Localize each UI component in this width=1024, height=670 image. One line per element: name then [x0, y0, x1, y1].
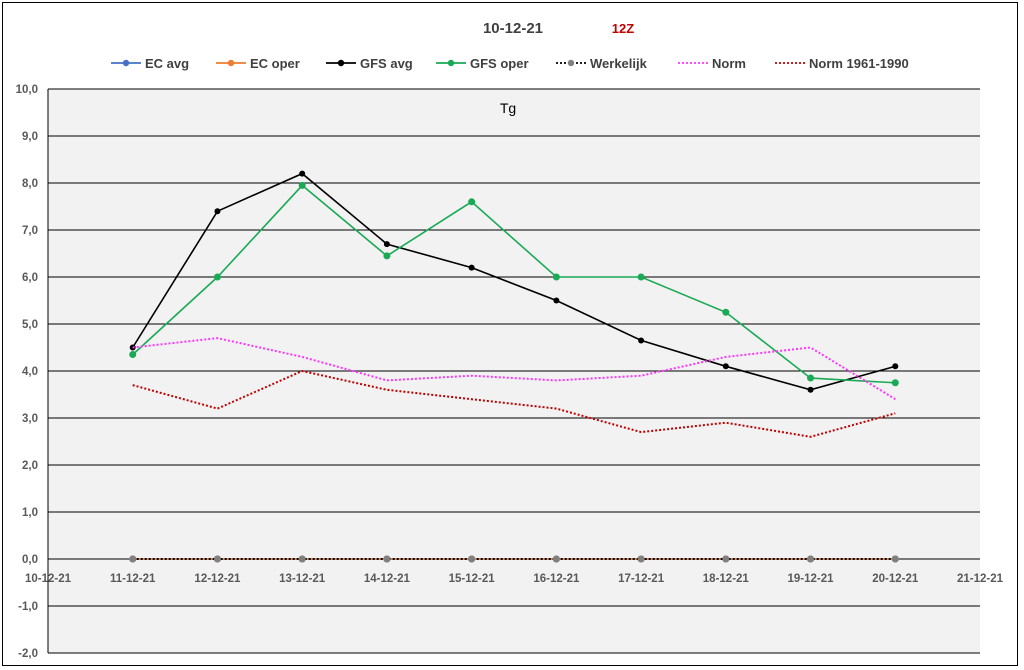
- data-point: [129, 555, 137, 563]
- data-point: [468, 264, 475, 271]
- y-tick-label: 10,0: [16, 84, 38, 96]
- legend-item-norm-1961-1990: Norm 1961-1990: [775, 56, 909, 71]
- data-point: [214, 208, 221, 215]
- y-tick-label: 7,0: [22, 225, 38, 237]
- y-tick-label: 9,0: [22, 131, 38, 143]
- data-point: [553, 297, 560, 304]
- data-point: [807, 386, 814, 393]
- plot-label: Tg: [500, 100, 516, 116]
- x-tick-label: 10-12-21: [25, 573, 72, 585]
- y-tick-label: -2,0: [18, 648, 38, 660]
- data-point: [891, 379, 899, 387]
- series-line-gfs-avg: [132, 172, 896, 391]
- data-point: [552, 273, 560, 281]
- legend-item-gfs-avg: GFS avg: [326, 56, 413, 71]
- legend-marker: [447, 59, 455, 67]
- series-line-gfs-oper: [132, 184, 896, 384]
- y-tick-label: -1,0: [18, 601, 38, 613]
- legend-label: GFS oper: [470, 56, 529, 71]
- series-gfs-oper: [129, 181, 899, 387]
- legend-label: Norm: [712, 56, 746, 71]
- series-werkelijk: [129, 555, 899, 563]
- data-point: [722, 555, 730, 563]
- y-tick-label: 5,0: [22, 319, 38, 331]
- data-point: [637, 273, 645, 281]
- legend-item-ec-avg: EC avg: [111, 56, 189, 71]
- x-tick-label: 14-12-21: [364, 573, 411, 585]
- y-tick-label: 1,0: [22, 507, 38, 519]
- legend: EC avg EC oper GFS avg GFS oper Werkelijk Nor…: [111, 56, 909, 71]
- data-point: [298, 555, 306, 563]
- legend-label: Norm 1961-1990: [809, 56, 909, 71]
- x-tick-label: 11-12-21: [110, 573, 156, 585]
- x-tick-label: 19-12-21: [788, 573, 835, 585]
- data-point: [468, 198, 476, 206]
- y-axis-ticks: -2,0 -1,0 0,0 1,0 2,0 3,0 4,0 5,0 6,0 7,0 8,0 9,0 10…: [16, 84, 38, 660]
- data-point: [807, 374, 815, 382]
- data-point: [722, 308, 730, 316]
- legend-item-gfs-oper: GFS oper: [436, 56, 529, 71]
- legend-item-norm: Norm: [678, 56, 746, 71]
- legend-marker: [337, 59, 345, 67]
- data-point: [637, 555, 645, 563]
- series-layer: [129, 170, 899, 563]
- x-tick-label: 17-12-21: [618, 573, 665, 585]
- data-point: [891, 555, 899, 563]
- x-tick-label: 15-12-21: [449, 573, 496, 585]
- data-point: [383, 241, 390, 248]
- data-point: [552, 555, 560, 563]
- legend-label: Werkelijk: [590, 56, 648, 71]
- data-point: [213, 273, 221, 281]
- x-tick-label: 16-12-21: [533, 573, 580, 585]
- x-tick-label: 18-12-21: [703, 573, 750, 585]
- legend-item-ec-oper: EC oper: [216, 56, 300, 71]
- chart-title: 10-12-21: [483, 20, 543, 37]
- x-tick-label: 20-12-21: [872, 573, 919, 585]
- chart-canvas: 10-12-21 12Z EC avg EC oper GFS avg GFS ope…: [16, 20, 1004, 660]
- data-point: [383, 252, 391, 260]
- y-tick-label: 0,0: [22, 554, 38, 566]
- x-tick-label: 21-12-21: [957, 573, 1004, 585]
- series-line-norm: [132, 337, 896, 401]
- x-tick-label: 12-12-21: [194, 573, 241, 585]
- data-point: [638, 337, 645, 344]
- data-point: [299, 170, 306, 177]
- data-point: [298, 181, 306, 189]
- data-point: [383, 555, 391, 563]
- legend-marker: [227, 59, 235, 67]
- legend-item-werkelijk: Werkelijk: [556, 56, 648, 71]
- series-gfs-avg: [129, 170, 899, 393]
- y-tick-label: 3,0: [22, 413, 38, 425]
- data-point: [213, 555, 221, 563]
- data-point: [129, 351, 137, 359]
- y-tick-label: 2,0: [22, 460, 38, 472]
- data-point: [722, 363, 729, 370]
- y-tick-label: 4,0: [22, 366, 38, 378]
- legend-label: EC oper: [250, 56, 300, 71]
- legend-marker: [122, 59, 130, 67]
- y-tick-label: 6,0: [22, 272, 38, 284]
- data-point: [892, 363, 899, 370]
- data-point: [468, 555, 476, 563]
- chart-subtitle: 12Z: [612, 21, 634, 36]
- data-point: [807, 555, 815, 563]
- x-tick-label: 13-12-21: [279, 573, 326, 585]
- legend-label: EC avg: [145, 56, 189, 71]
- x-axis-ticks: 10-12-21 11-12-21 12-12-21 13-12-21 14-12-21…: [25, 573, 1004, 585]
- y-tick-label: 8,0: [22, 178, 38, 190]
- legend-label: GFS avg: [360, 56, 413, 71]
- legend-marker: [567, 59, 575, 67]
- series-norm: [132, 337, 896, 401]
